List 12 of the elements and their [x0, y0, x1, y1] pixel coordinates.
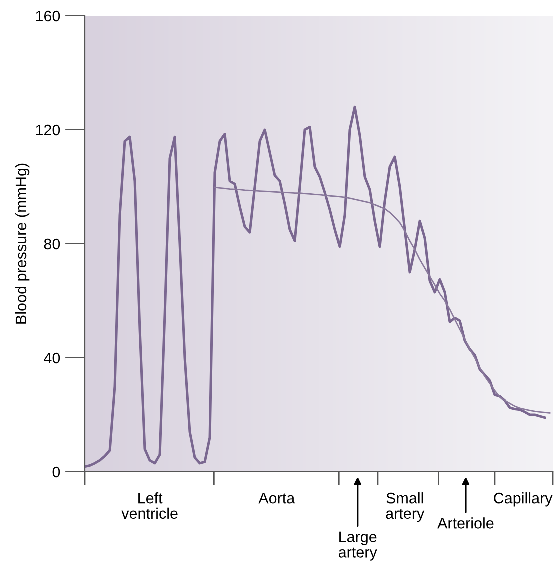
y-axis-title: Blood pressure (mmHg): [15, 164, 30, 324]
text: Small artery: [386, 492, 425, 522]
text: Capillary: [494, 492, 553, 507]
text: Left ventricle: [122, 492, 178, 520]
y-tick-label: 40: [44, 352, 60, 364]
y-tick-label: 120: [36, 124, 60, 136]
y-tick-label: 0: [52, 466, 60, 478]
text: Aorta: [258, 493, 296, 504]
text: Arteriole: [438, 518, 494, 529]
y-tick-label: 80: [44, 238, 60, 250]
y-tick-label: 160: [36, 10, 60, 22]
text: Large artery: [338, 532, 378, 561]
